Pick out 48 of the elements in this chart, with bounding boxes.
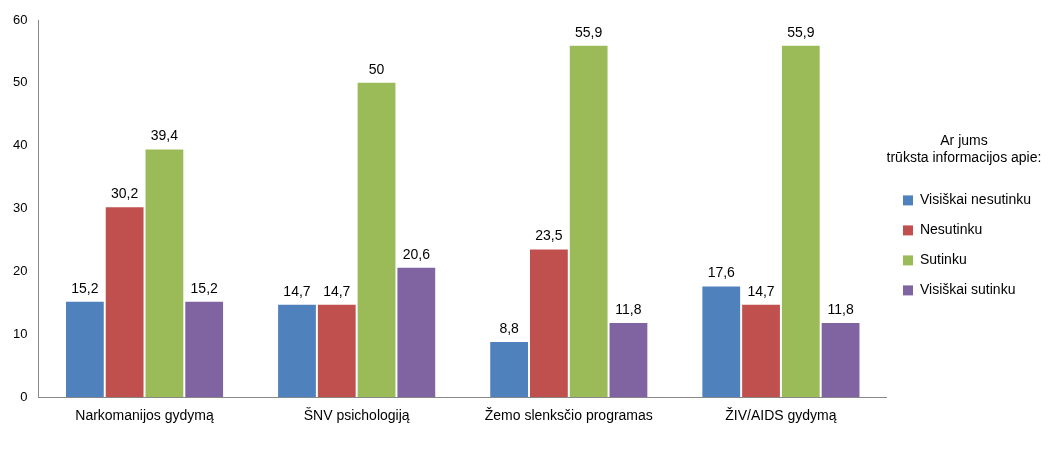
data-label: 50: [368, 60, 385, 77]
bar: [609, 323, 648, 398]
legend-title: Ar jums trūksta informacijos apie:: [886, 132, 1042, 166]
bar: [278, 304, 316, 398]
bar: [145, 149, 184, 398]
x-tick-label: ŽIV/AIDS gydymą: [725, 407, 837, 424]
bar: [357, 82, 396, 398]
data-label: 15,2: [71, 279, 99, 296]
x-tick-label: ŠNV psichologiją: [303, 407, 410, 424]
legend-label: Visiškai sutinku: [919, 281, 1016, 298]
bar: [317, 304, 356, 398]
bar: [530, 249, 568, 398]
x-tick-label: Narkomanijos gydymą: [75, 407, 214, 424]
y-tick-label: 30: [12, 200, 28, 216]
bar: [821, 323, 860, 398]
data-label: 17,6: [707, 264, 736, 281]
data-label: 8,8: [499, 319, 520, 336]
bar: [490, 341, 529, 398]
data-label: 55,9: [575, 23, 603, 40]
data-label: 39,4: [150, 127, 179, 144]
bar: [65, 301, 104, 398]
bar: [397, 267, 436, 398]
data-label: 15,2: [190, 279, 219, 296]
y-tick-label: 50: [12, 74, 28, 90]
data-label: 30,2: [111, 185, 139, 202]
bar: [569, 45, 608, 398]
data-label: 23,5: [535, 227, 563, 244]
y-tick-label: 0: [20, 388, 28, 404]
bar: [105, 207, 144, 398]
y-tick-label: 10: [12, 325, 28, 341]
data-label: 14,7: [747, 282, 775, 299]
data-label: 11,8: [827, 300, 854, 317]
legend-label: Visiškai nesutinku: [919, 191, 1032, 208]
bar: [742, 304, 780, 398]
bar: [702, 286, 741, 398]
y-tick-label: 40: [12, 137, 28, 153]
data-label: 11,8: [615, 300, 642, 317]
data-label: 14,7: [283, 282, 311, 299]
data-label: 14,7: [323, 282, 351, 299]
legend-label: Nesutinku: [919, 221, 983, 238]
bar: [185, 301, 224, 398]
legend-label: Sutinku: [919, 251, 967, 268]
y-tick-label: 60: [12, 11, 28, 27]
x-tick-label: Žemo slenksčio programas: [484, 407, 653, 424]
data-label: 20,6: [402, 245, 431, 262]
bar: [781, 45, 820, 398]
y-tick-label: 20: [12, 263, 28, 279]
data-label: 55,9: [787, 23, 815, 40]
